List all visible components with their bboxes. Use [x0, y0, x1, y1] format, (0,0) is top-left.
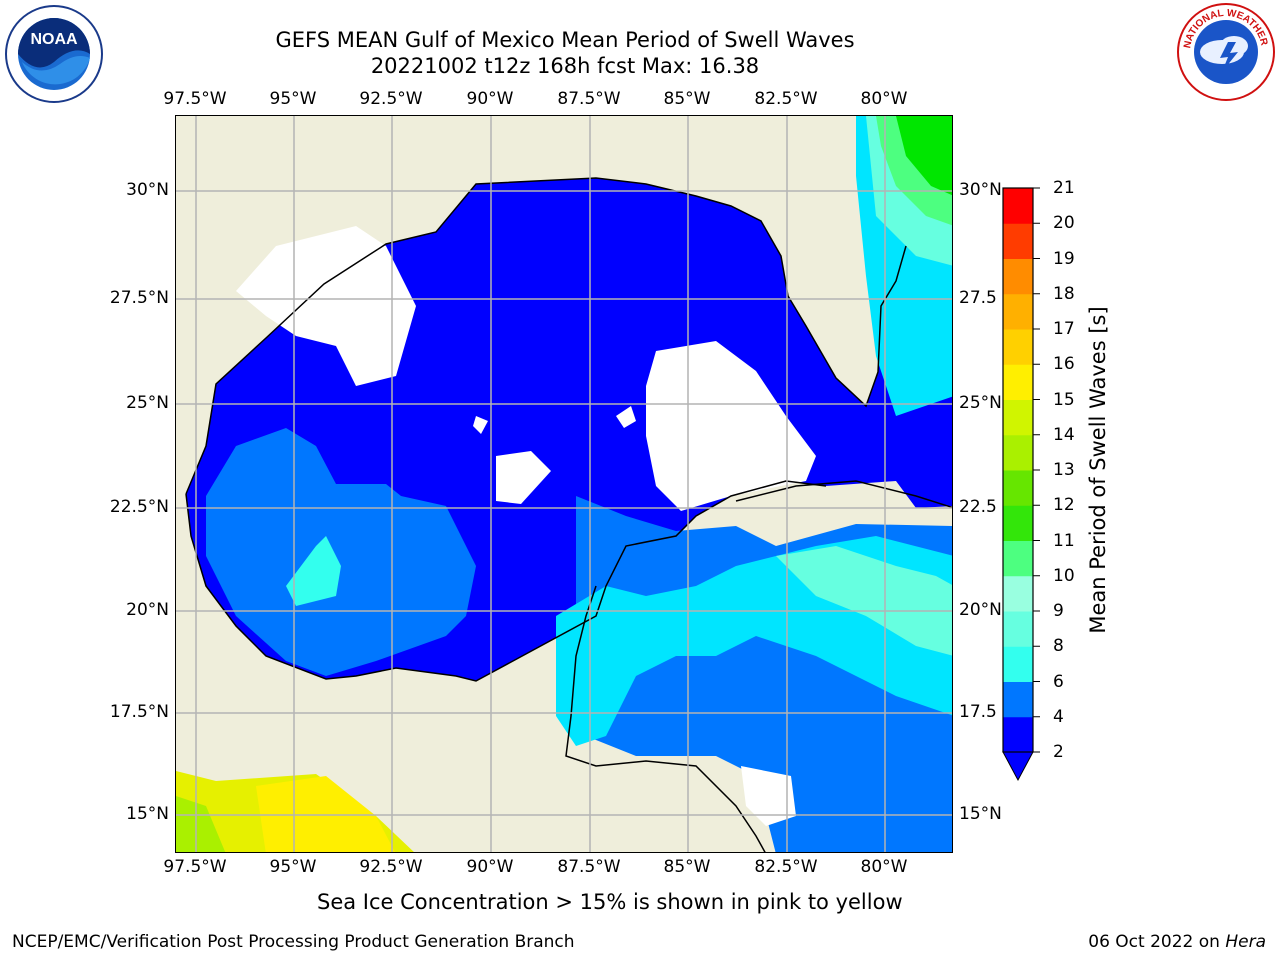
lon-label-top: 80°W — [860, 89, 908, 109]
colorbar-tick-label: 4 — [1053, 706, 1064, 727]
lat-label-right: 30°N — [959, 180, 1002, 200]
lon-label-bottom: 95°W — [269, 857, 317, 877]
lon-label-top: 95°W — [269, 89, 317, 109]
colorbar-tick-label: 17 — [1053, 319, 1075, 339]
lat-label-right: 22.5 — [959, 497, 997, 517]
atlantic-bright-green — [896, 116, 952, 196]
colorbar-tick-label: 12 — [1053, 495, 1075, 516]
colorbar-tick-label: 14 — [1053, 424, 1075, 445]
colorbar-cell — [1003, 293, 1033, 330]
lon-label-bottom: 97.5°W — [163, 857, 227, 877]
colorbar-tick-label: 10 — [1053, 565, 1075, 586]
lat-label-right: 27.5 — [959, 288, 997, 308]
western-gulf-field — [206, 428, 476, 676]
colorbar-cell — [1003, 329, 1033, 365]
colorbar-title: Mean Period of Swell Waves [s] — [1086, 306, 1110, 634]
lat-label-right: 25°N — [959, 393, 1002, 413]
svg-text:NOAA: NOAA — [30, 31, 78, 48]
colorbar-tick-label: 11 — [1053, 530, 1075, 551]
map-title: GEFS MEAN Gulf of Mexico Mean Period of … — [275, 28, 855, 52]
colorbar-tick-label: 13 — [1053, 460, 1075, 480]
lon-label-top: 82.5°W — [754, 89, 818, 109]
map-panel — [175, 115, 953, 853]
western-gulf-cyan — [286, 536, 341, 606]
colorbar-tick-label: 16 — [1053, 354, 1075, 375]
colorbar-cell — [1003, 681, 1033, 718]
coastline — [185, 177, 952, 852]
colorbar-tick-label: 8 — [1053, 636, 1064, 657]
colorbar-cell — [1003, 258, 1033, 295]
footer-date-text: 06 Oct 2022 on — [1088, 932, 1220, 952]
colorbar-cell — [1003, 188, 1033, 224]
lat-label-left: 15°N — [126, 804, 169, 824]
lon-label-bottom: 80°W — [860, 857, 908, 877]
colorbar-tick-label: 19 — [1053, 248, 1075, 269]
colorbar-cell — [1003, 540, 1033, 577]
colorbar-cell — [1003, 575, 1033, 612]
colorbar-tick-label: 18 — [1053, 283, 1075, 304]
colorbar-tick-label: 9 — [1053, 601, 1064, 621]
map-subtitle: 20221002 t12z 168h fcst Max: 16.38 — [370, 54, 760, 78]
colorbar-cell — [1003, 364, 1033, 400]
sea-ice-note: Sea Ice Concentration > 15% is shown in … — [317, 890, 903, 914]
lon-label-top: 90°W — [466, 89, 514, 109]
colorbar-cell — [1003, 646, 1033, 682]
graticule — [176, 116, 952, 852]
pacific-yellow — [256, 776, 395, 852]
lat-label-left: 25°N — [126, 393, 169, 413]
lon-label-bottom: 87.5°W — [557, 857, 621, 877]
colorbar-tick-label: 15 — [1053, 389, 1075, 410]
colorbar-tick-label: 6 — [1053, 671, 1064, 692]
footer-machine: Hera — [1225, 932, 1266, 952]
footer-date: 06 Oct 2022 on Hera — [1088, 932, 1266, 952]
caribbean-lightcyan — [776, 546, 952, 656]
lat-label-right: 20°N — [959, 600, 1002, 620]
lon-label-top: 97.5°W — [163, 89, 227, 109]
lat-label-left: 30°N — [126, 180, 169, 200]
colorbar-cell — [1003, 399, 1033, 436]
lat-label-left: 27.5°N — [109, 288, 169, 308]
lon-label-bottom: 82.5°W — [754, 857, 818, 877]
colorbar-cell — [1003, 470, 1033, 506]
lon-label-top: 92.5°W — [359, 89, 423, 109]
nws-logo: NATIONAL WEATHER SERVICE — [1172, 0, 1280, 106]
colorbar-tick-label: 21 — [1053, 178, 1075, 198]
lon-label-top: 85°W — [663, 89, 711, 109]
lat-label-left: 17.5°N — [109, 702, 169, 722]
colorbar-cell — [1003, 434, 1033, 471]
lon-label-top: 87.5°W — [557, 89, 621, 109]
colorbar-extend-triangle — [1002, 751, 1034, 782]
colorbar-tick-label: 20 — [1053, 213, 1075, 234]
colorbar — [1002, 187, 1040, 782]
lat-label-right: 15°N — [959, 804, 1002, 824]
lon-label-bottom: 85°W — [663, 857, 711, 877]
lat-label-left: 22.5°N — [109, 497, 169, 517]
colorbar-cell — [1003, 716, 1033, 753]
lat-label-right: 17.5 — [959, 702, 997, 722]
lat-label-left: 20°N — [126, 600, 169, 620]
colorbar-cell — [1003, 223, 1033, 259]
colorbar-cell — [1003, 505, 1033, 541]
noaa-logo: NOAA — [4, 4, 104, 104]
lon-label-bottom: 92.5°W — [359, 857, 423, 877]
colorbar-cell — [1003, 611, 1033, 647]
footer-credit: NCEP/EMC/Verification Post Processing Pr… — [12, 932, 575, 952]
pacific-green — [176, 796, 226, 852]
colorbar-tick-label: 2 — [1053, 742, 1064, 762]
lon-label-bottom: 90°W — [466, 857, 514, 877]
